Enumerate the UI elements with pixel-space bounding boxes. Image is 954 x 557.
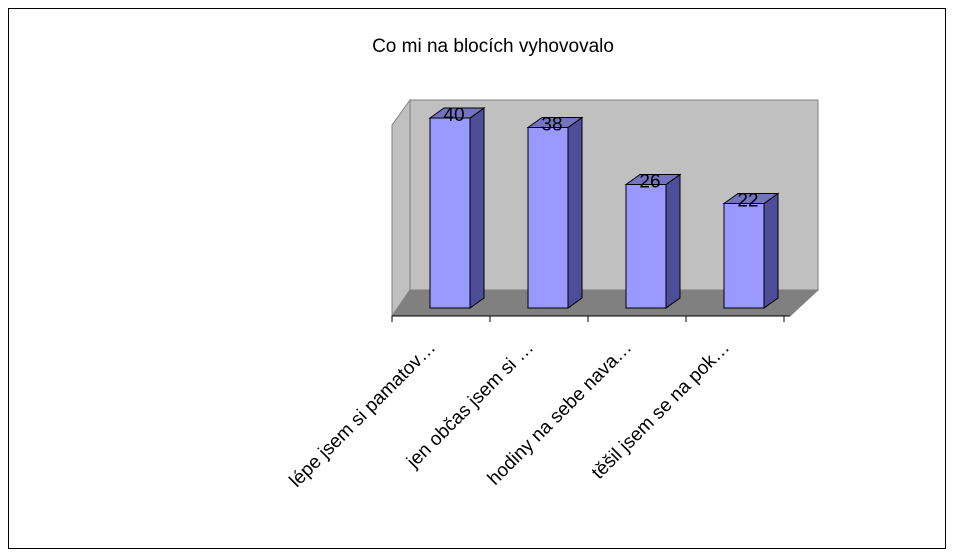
bar: [526, 116, 584, 309]
bar-side: [567, 116, 583, 309]
data-label: 38: [541, 115, 562, 136]
bar-front: [625, 184, 667, 309]
bar: [722, 192, 780, 309]
bar-front: [527, 127, 569, 309]
bar: [624, 173, 682, 309]
bar-front: [723, 203, 765, 309]
data-label: 22: [737, 191, 758, 212]
chart-title: Co mi na blocích vyhovovalo: [372, 36, 614, 57]
data-label: 26: [639, 172, 660, 193]
bar-side: [665, 173, 681, 309]
bar-front: [429, 117, 471, 309]
bar-side: [469, 107, 485, 309]
bar-side: [763, 192, 779, 309]
bar: [428, 107, 486, 309]
data-label: 40: [443, 105, 464, 126]
side-wall: [391, 98, 411, 318]
